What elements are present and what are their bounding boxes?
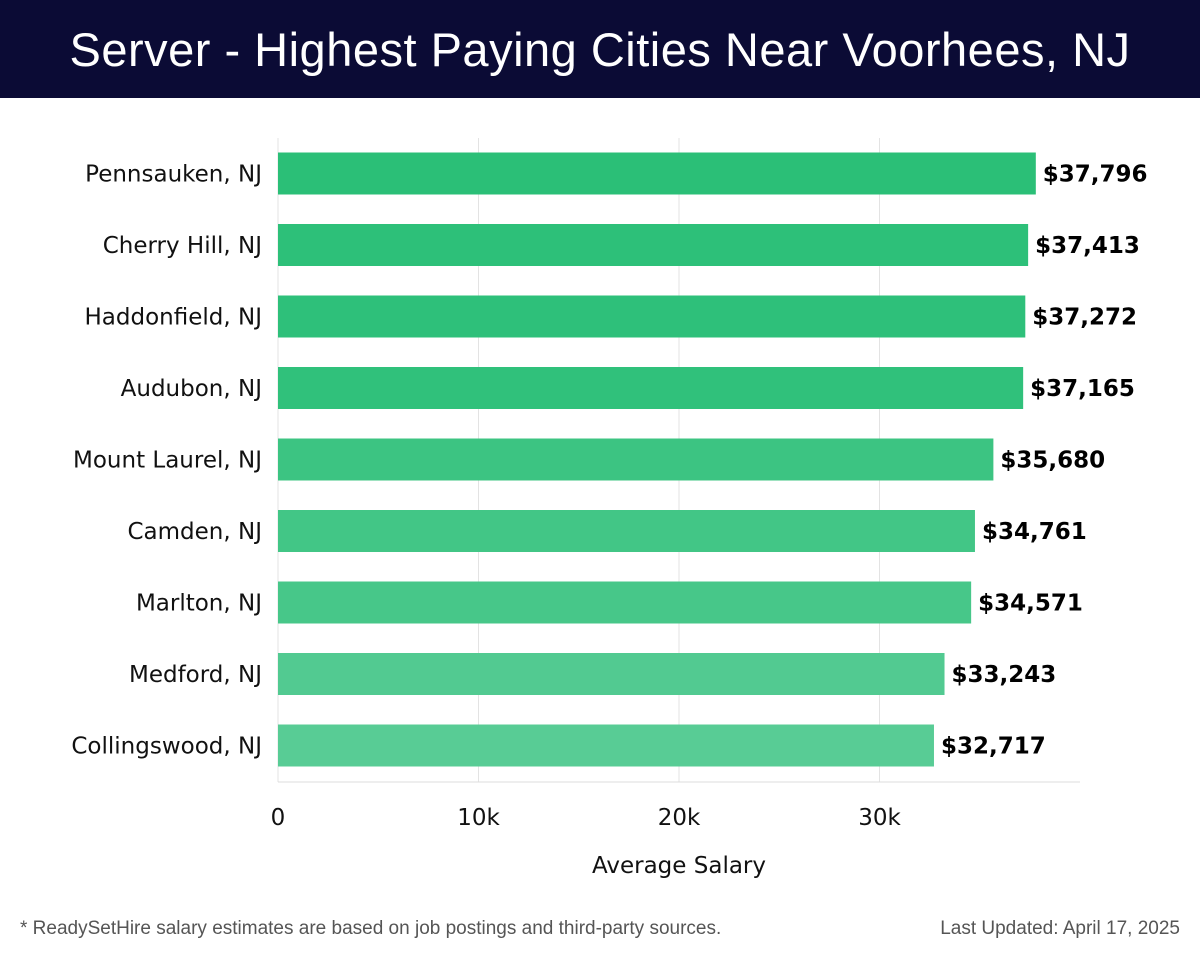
value-label: $37,165 [1030, 376, 1135, 402]
category-label: Camden, NJ [128, 519, 263, 545]
value-label: $37,796 [1043, 162, 1148, 188]
bar [278, 367, 1024, 409]
category-labels: Pennsauken, NJ Cherry Hill, NJ Haddonfield… [71, 162, 262, 760]
x-tick-labels: 0 10k 20k 30k [271, 805, 902, 831]
bar [278, 224, 1029, 266]
value-labels: $37,796 $37,413 $37,272 $37,165 $35,680 $34,7… [941, 162, 1148, 760]
category-label: Marlton, NJ [136, 591, 262, 617]
bar [278, 510, 975, 552]
x-tick-label: 30k [858, 805, 901, 831]
bar [278, 152, 1036, 195]
category-label: Haddonfield, NJ [85, 305, 262, 331]
category-label: Audubon, NJ [121, 376, 262, 402]
page-title: Server - Highest Paying Cities Near Voor… [69, 22, 1131, 76]
bars [278, 152, 1036, 767]
category-label: Cherry Hill, NJ [103, 233, 262, 259]
bar-chart: Pennsauken, NJ Cherry Hill, NJ Haddonfield… [71, 138, 1148, 879]
bar [278, 653, 945, 695]
category-label: Medford, NJ [129, 662, 262, 688]
footnote: * ReadySetHire salary estimates are base… [20, 918, 722, 939]
bar [278, 295, 1026, 338]
value-label: $37,413 [1035, 233, 1140, 259]
value-label: $32,717 [941, 734, 1046, 760]
last-updated: Last Updated: April 17, 2025 [940, 918, 1180, 939]
x-tick-label: 10k [457, 805, 500, 831]
bar [278, 724, 934, 767]
category-label: Collingswood, NJ [71, 734, 262, 760]
value-label: $33,243 [952, 662, 1057, 688]
x-axis-label: Average Salary [592, 853, 766, 879]
title-banner: Server - Highest Paying Cities Near Voor… [0, 0, 1200, 98]
value-label: $34,571 [978, 591, 1083, 617]
category-label: Mount Laurel, NJ [73, 448, 262, 474]
bar [278, 581, 972, 624]
value-label: $37,272 [1032, 305, 1137, 331]
bar [278, 438, 994, 481]
category-label: Pennsauken, NJ [85, 162, 262, 188]
value-label: $35,680 [1000, 448, 1105, 474]
value-label: $34,761 [982, 519, 1087, 545]
x-tick-label: 0 [271, 805, 286, 831]
x-tick-label: 20k [658, 805, 701, 831]
